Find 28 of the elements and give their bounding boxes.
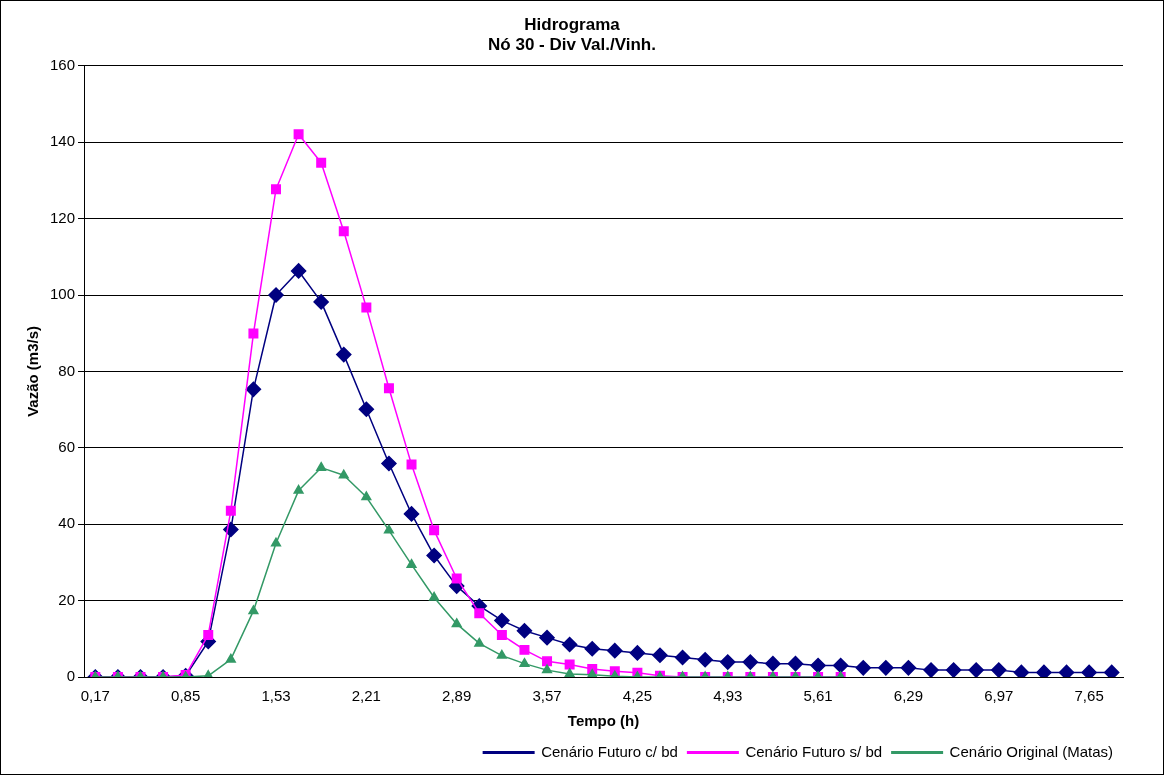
chart-subtitle: Nó 30 - Div Val./Vinh. — [488, 35, 656, 55]
y-tick-label: 140 — [50, 132, 76, 150]
y-tick-label: 60 — [58, 437, 76, 455]
legend-label: Cenário Original (Matas) — [949, 742, 1113, 760]
x-axis-title: Tempo (h) — [567, 712, 640, 730]
x-tick-label: 0,85 — [171, 687, 201, 705]
x-tick-label: 5,61 — [803, 687, 833, 705]
x-tick-label: 1,53 — [261, 687, 291, 705]
x-tick-label: 0,17 — [80, 687, 110, 705]
legend-label: Cenário Futuro c/ bd — [541, 742, 678, 760]
y-tick-label: 160 — [50, 55, 76, 73]
y-axis-title: Vazão (m3/s) — [24, 325, 42, 417]
x-tick-label: 6,29 — [893, 687, 924, 705]
x-tick-label: 4,93 — [713, 687, 743, 705]
x-tick-label: 4,25 — [622, 687, 652, 705]
y-tick-label: 80 — [58, 361, 76, 379]
y-tick-label: 0 — [66, 667, 76, 685]
y-tick-label: 120 — [50, 208, 76, 226]
x-tick-label: 6,97 — [984, 687, 1014, 705]
legend-label: Cenário Futuro s/ bd — [745, 742, 883, 760]
y-tick-label: 100 — [50, 285, 76, 303]
y-tick-label: 40 — [58, 514, 76, 532]
x-tick-label: 2,21 — [351, 687, 381, 705]
x-tick-label: 3,57 — [532, 687, 562, 705]
chart-title: Hidrograma — [524, 14, 621, 34]
x-tick-label: 2,89 — [442, 687, 472, 705]
y-tick-label: 20 — [58, 590, 76, 608]
x-tick-label: 7,65 — [1074, 687, 1104, 705]
